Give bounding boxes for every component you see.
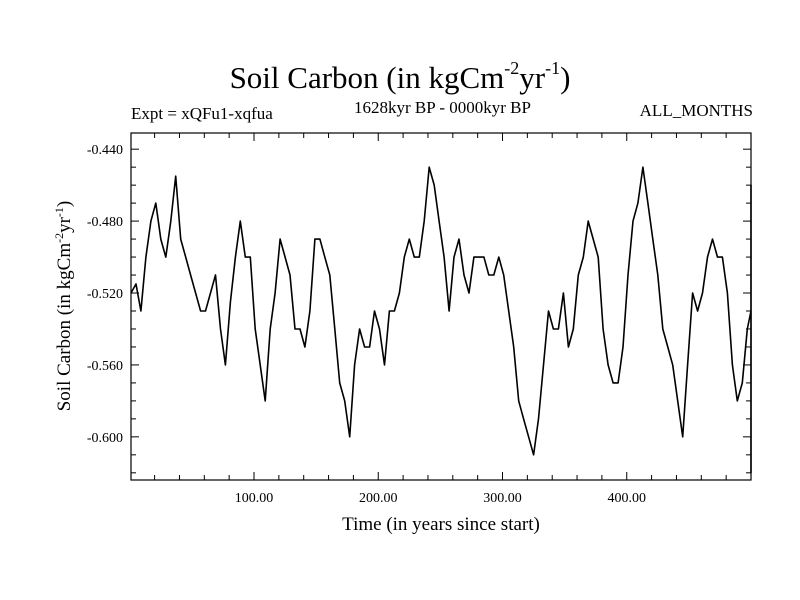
x-tick-label: 100.00: [235, 491, 274, 506]
experiment-label: Expt = xQFu1-xqfua: [131, 104, 273, 123]
x-tick-label: 300.00: [483, 491, 522, 506]
y-tick-label: -0.440: [87, 143, 123, 158]
x-tick-label: 200.00: [359, 491, 398, 506]
x-axis-label: Time (in years since start): [342, 514, 540, 535]
chart-title: Soil Carbon (in kgCm-2yr-1): [229, 58, 571, 95]
y-axis-ticks: [131, 148, 751, 474]
x-tick-label: 400.00: [608, 491, 647, 506]
x-axis-ticks: [154, 133, 727, 480]
soil-carbon-series-line: [130, 166, 752, 474]
period-label: 1628kyr BP - 0000kyr BP: [354, 98, 531, 117]
y-axis-label: Soil Carbon (in kgCm-2yr-1): [52, 201, 75, 412]
plot-frame: [130, 132, 752, 481]
months-label: ALL_MONTHS: [639, 101, 753, 120]
y-tick-label: -0.560: [87, 359, 123, 374]
y-tick-label: -0.520: [87, 287, 123, 302]
y-tick-label: -0.600: [87, 431, 123, 446]
y-tick-label: -0.480: [87, 215, 123, 230]
y-axis-tick-labels: -0.440 -0.480 -0.520 -0.560 -0.600: [87, 143, 123, 446]
x-axis-tick-labels: 100.00 200.00 300.00 400.00: [235, 491, 646, 506]
